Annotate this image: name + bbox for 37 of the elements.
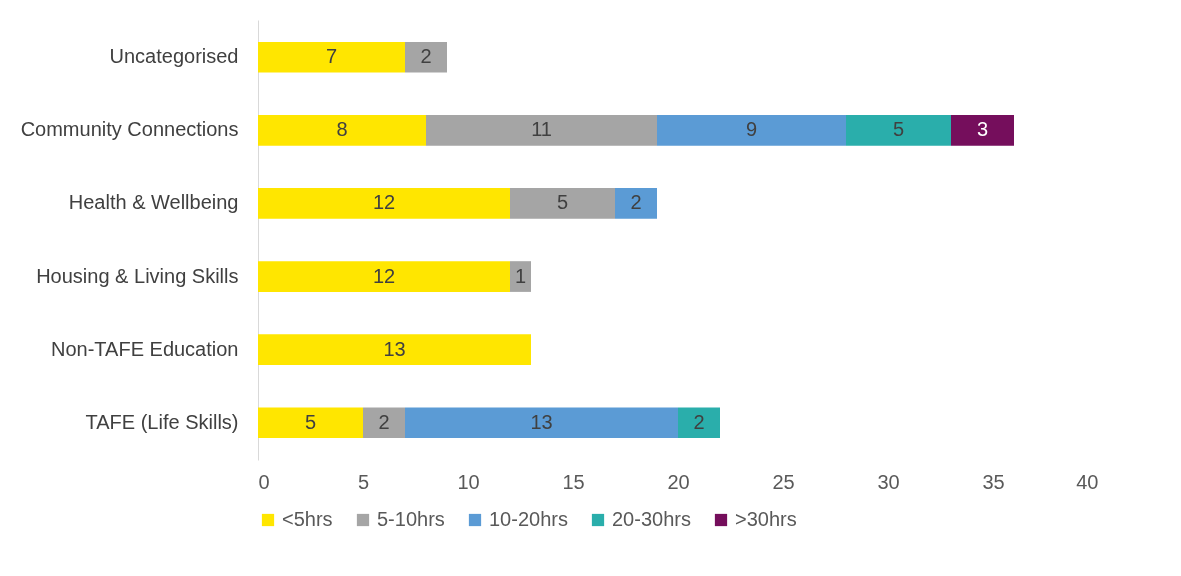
data-label: 12: [372, 191, 396, 214]
x-tick-label: 20: [667, 470, 690, 493]
legend-label: >30hrs: [735, 508, 797, 530]
y-tick-label: Housing & Living Skills: [36, 264, 239, 287]
data-label: 5: [892, 118, 905, 141]
data-label: 2: [693, 410, 705, 433]
data-label: 3: [976, 118, 989, 141]
data-label: 2: [630, 191, 642, 214]
legend-label: 10-20hrs: [489, 508, 568, 530]
data-label: 2: [420, 45, 432, 68]
data-label: 9: [745, 118, 758, 141]
x-tick-label: 35: [982, 470, 1005, 493]
x-tick-label: 25: [772, 470, 795, 493]
data-label: 5: [556, 191, 569, 214]
y-tick-label: Non-TAFE Education: [51, 337, 239, 360]
x-tick-label: 0: [258, 470, 270, 493]
x-tick-label: 10: [457, 470, 480, 493]
x-tick-label: 30: [877, 470, 900, 493]
x-tick-label: 40: [1076, 470, 1099, 493]
legend-label: 5-10hrs: [377, 508, 445, 530]
x-tick-label: 15: [562, 470, 585, 493]
data-label: 13: [530, 410, 553, 433]
data-label: 11: [531, 118, 552, 141]
legend-label: <5hrs: [282, 508, 333, 530]
y-tick-label: TAFE (Life Skills): [85, 410, 239, 433]
x-tick-label: 5: [357, 470, 370, 493]
data-label: 8: [336, 118, 348, 141]
y-tick-label: Health & Wellbeing: [68, 191, 239, 214]
data-label: 13: [383, 337, 406, 360]
legend-label: 20-30hrs: [612, 508, 691, 530]
data-label: 2: [378, 410, 390, 433]
data-label: 1: [514, 264, 527, 287]
y-tick-label: Uncategorised: [109, 45, 239, 68]
y-tick-label: Community Connections: [20, 118, 239, 141]
data-label: 5: [304, 410, 317, 433]
data-label: 7: [325, 45, 338, 68]
data-label: 12: [372, 264, 396, 287]
